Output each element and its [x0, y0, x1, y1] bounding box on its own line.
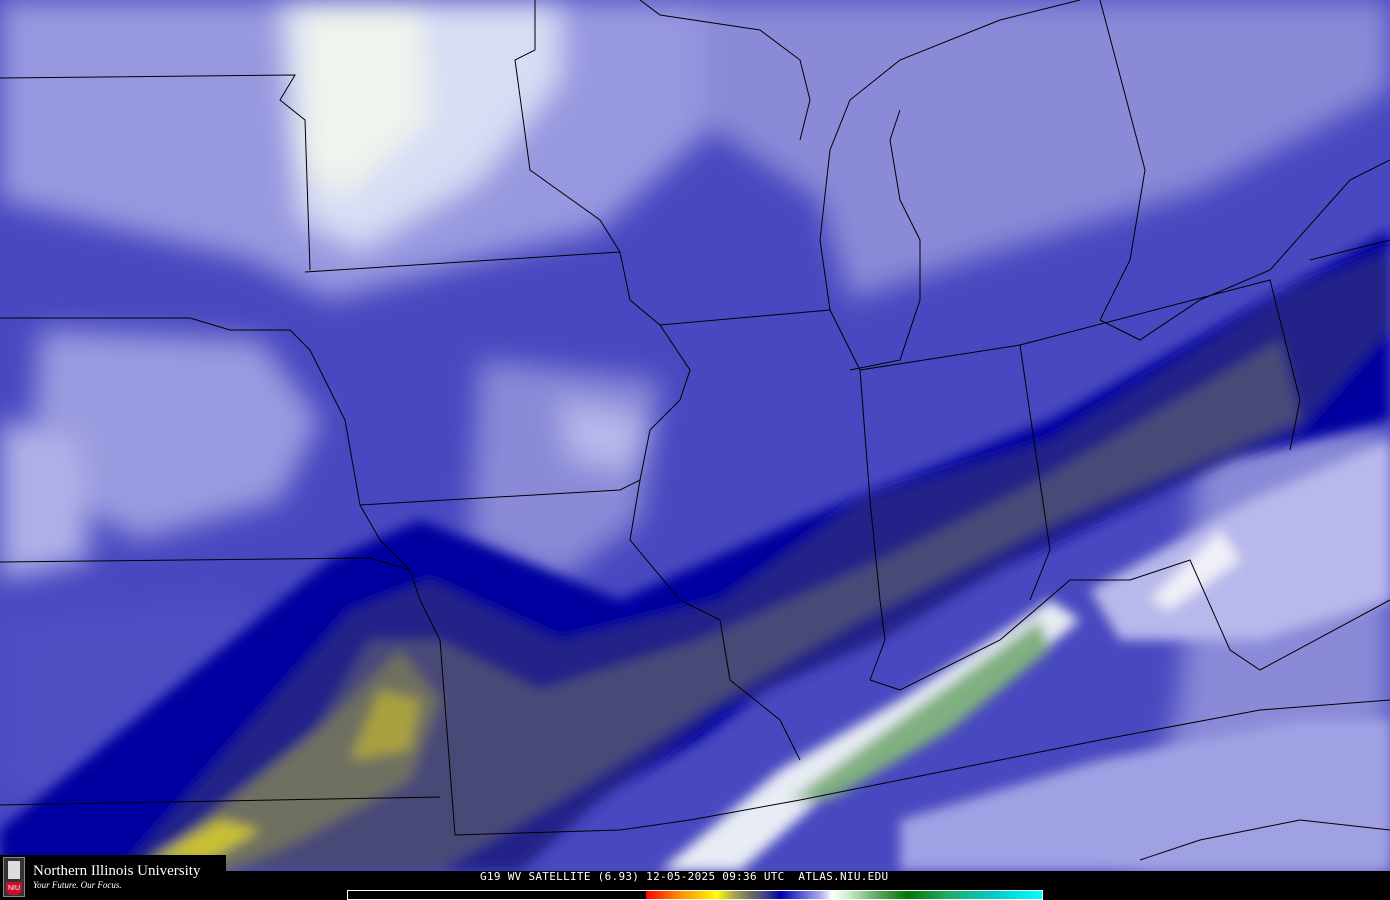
university-name: Northern Illinois University: [33, 863, 201, 879]
color-scale-blank: [348, 891, 646, 899]
university-tagline: Your Future. Our Focus.: [33, 880, 122, 890]
product-caption: G19 WV SATELLITE (6.93) 12-05-2025 09:36…: [480, 870, 889, 883]
cloud-band: [660, 440, 1390, 871]
color-scale-bar: [347, 890, 1043, 900]
niu-seal-icon: NIU: [3, 857, 25, 897]
niu-badge: NIU: [6, 882, 22, 895]
water-vapor-satellite-map: [0, 0, 1390, 871]
niu-logo: NIU Northern Illinois University Your Fu…: [0, 855, 226, 900]
color-scale-gradient: [646, 891, 1042, 899]
dry-slot: [0, 230, 1390, 871]
state-borders: [0, 0, 1390, 861]
tower-icon: [8, 861, 20, 879]
